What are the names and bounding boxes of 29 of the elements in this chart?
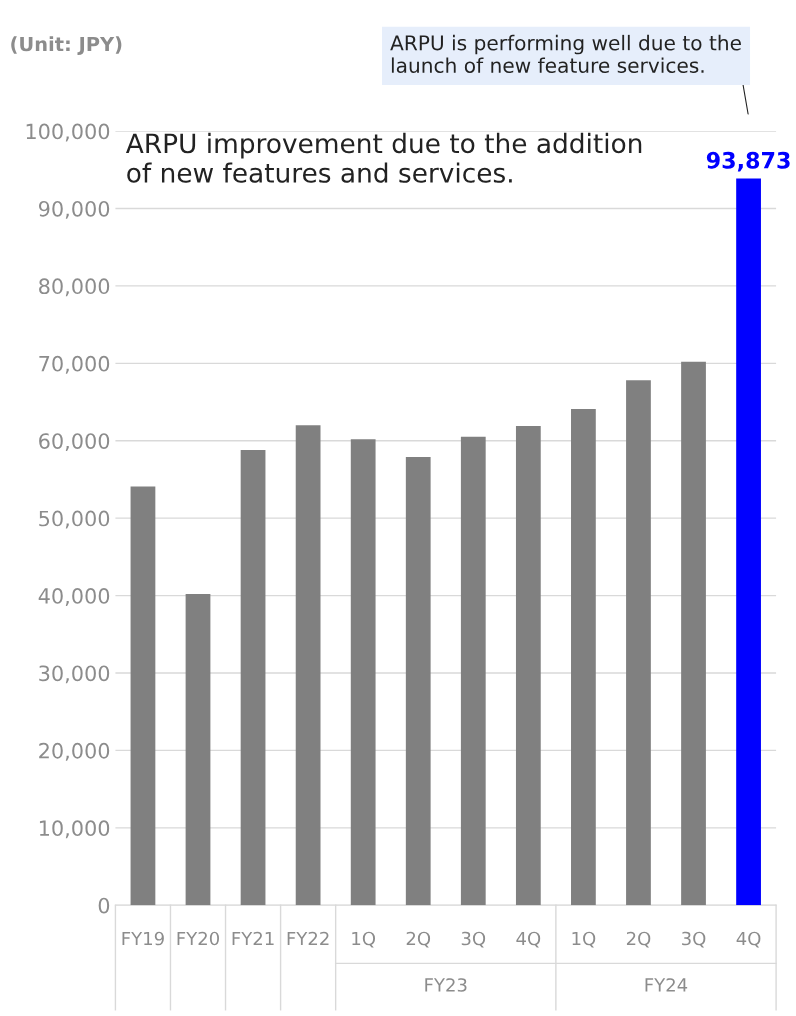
text: FY23 bbox=[425, 978, 467, 992]
x-tick-label: 4Q bbox=[736, 931, 761, 948]
y-tick-label: 10,000 bbox=[39, 820, 110, 839]
text: FY24 bbox=[645, 978, 688, 992]
x-tick-label: 3Q bbox=[682, 931, 706, 948]
y-tick-label: 50,000 bbox=[39, 510, 110, 529]
x-tick-label: 1Q bbox=[572, 931, 596, 948]
x-tick-label: 1Q bbox=[352, 931, 376, 948]
text: ARPU is performing well due to the launch of new feature services. bbox=[390, 34, 741, 73]
text: (Unit: JPY) bbox=[11, 36, 122, 55]
y-tick-label: 0 bbox=[98, 897, 110, 914]
x-tick-label: FY20 bbox=[177, 931, 219, 946]
y-tick-label: 80,000 bbox=[39, 278, 110, 297]
x-tick-label: FY19 bbox=[122, 931, 164, 946]
x-tick-label: 2Q bbox=[626, 931, 651, 948]
y-tick-label: 70,000 bbox=[39, 355, 110, 374]
data-label: 93,873 bbox=[706, 151, 790, 172]
y-tick-label: 100,000 bbox=[26, 123, 110, 142]
x-tick-label: FY21 bbox=[232, 931, 274, 946]
y-tick-label: 40,000 bbox=[38, 588, 110, 606]
x-tick-label: FY22 bbox=[287, 931, 329, 946]
y-tick-label: 60,000 bbox=[39, 433, 110, 452]
x-tick-label: 2Q bbox=[406, 931, 431, 948]
y-tick-label: 90,000 bbox=[38, 200, 110, 219]
y-tick-label: 20,000 bbox=[39, 742, 110, 761]
annotation: ARPU improvement due to the addition of new features and services. bbox=[125, 132, 642, 183]
y-tick-label: 30,000 bbox=[39, 665, 110, 684]
x-tick-label: 4Q bbox=[516, 931, 541, 948]
x-tick-label: 3Q bbox=[461, 931, 486, 948]
